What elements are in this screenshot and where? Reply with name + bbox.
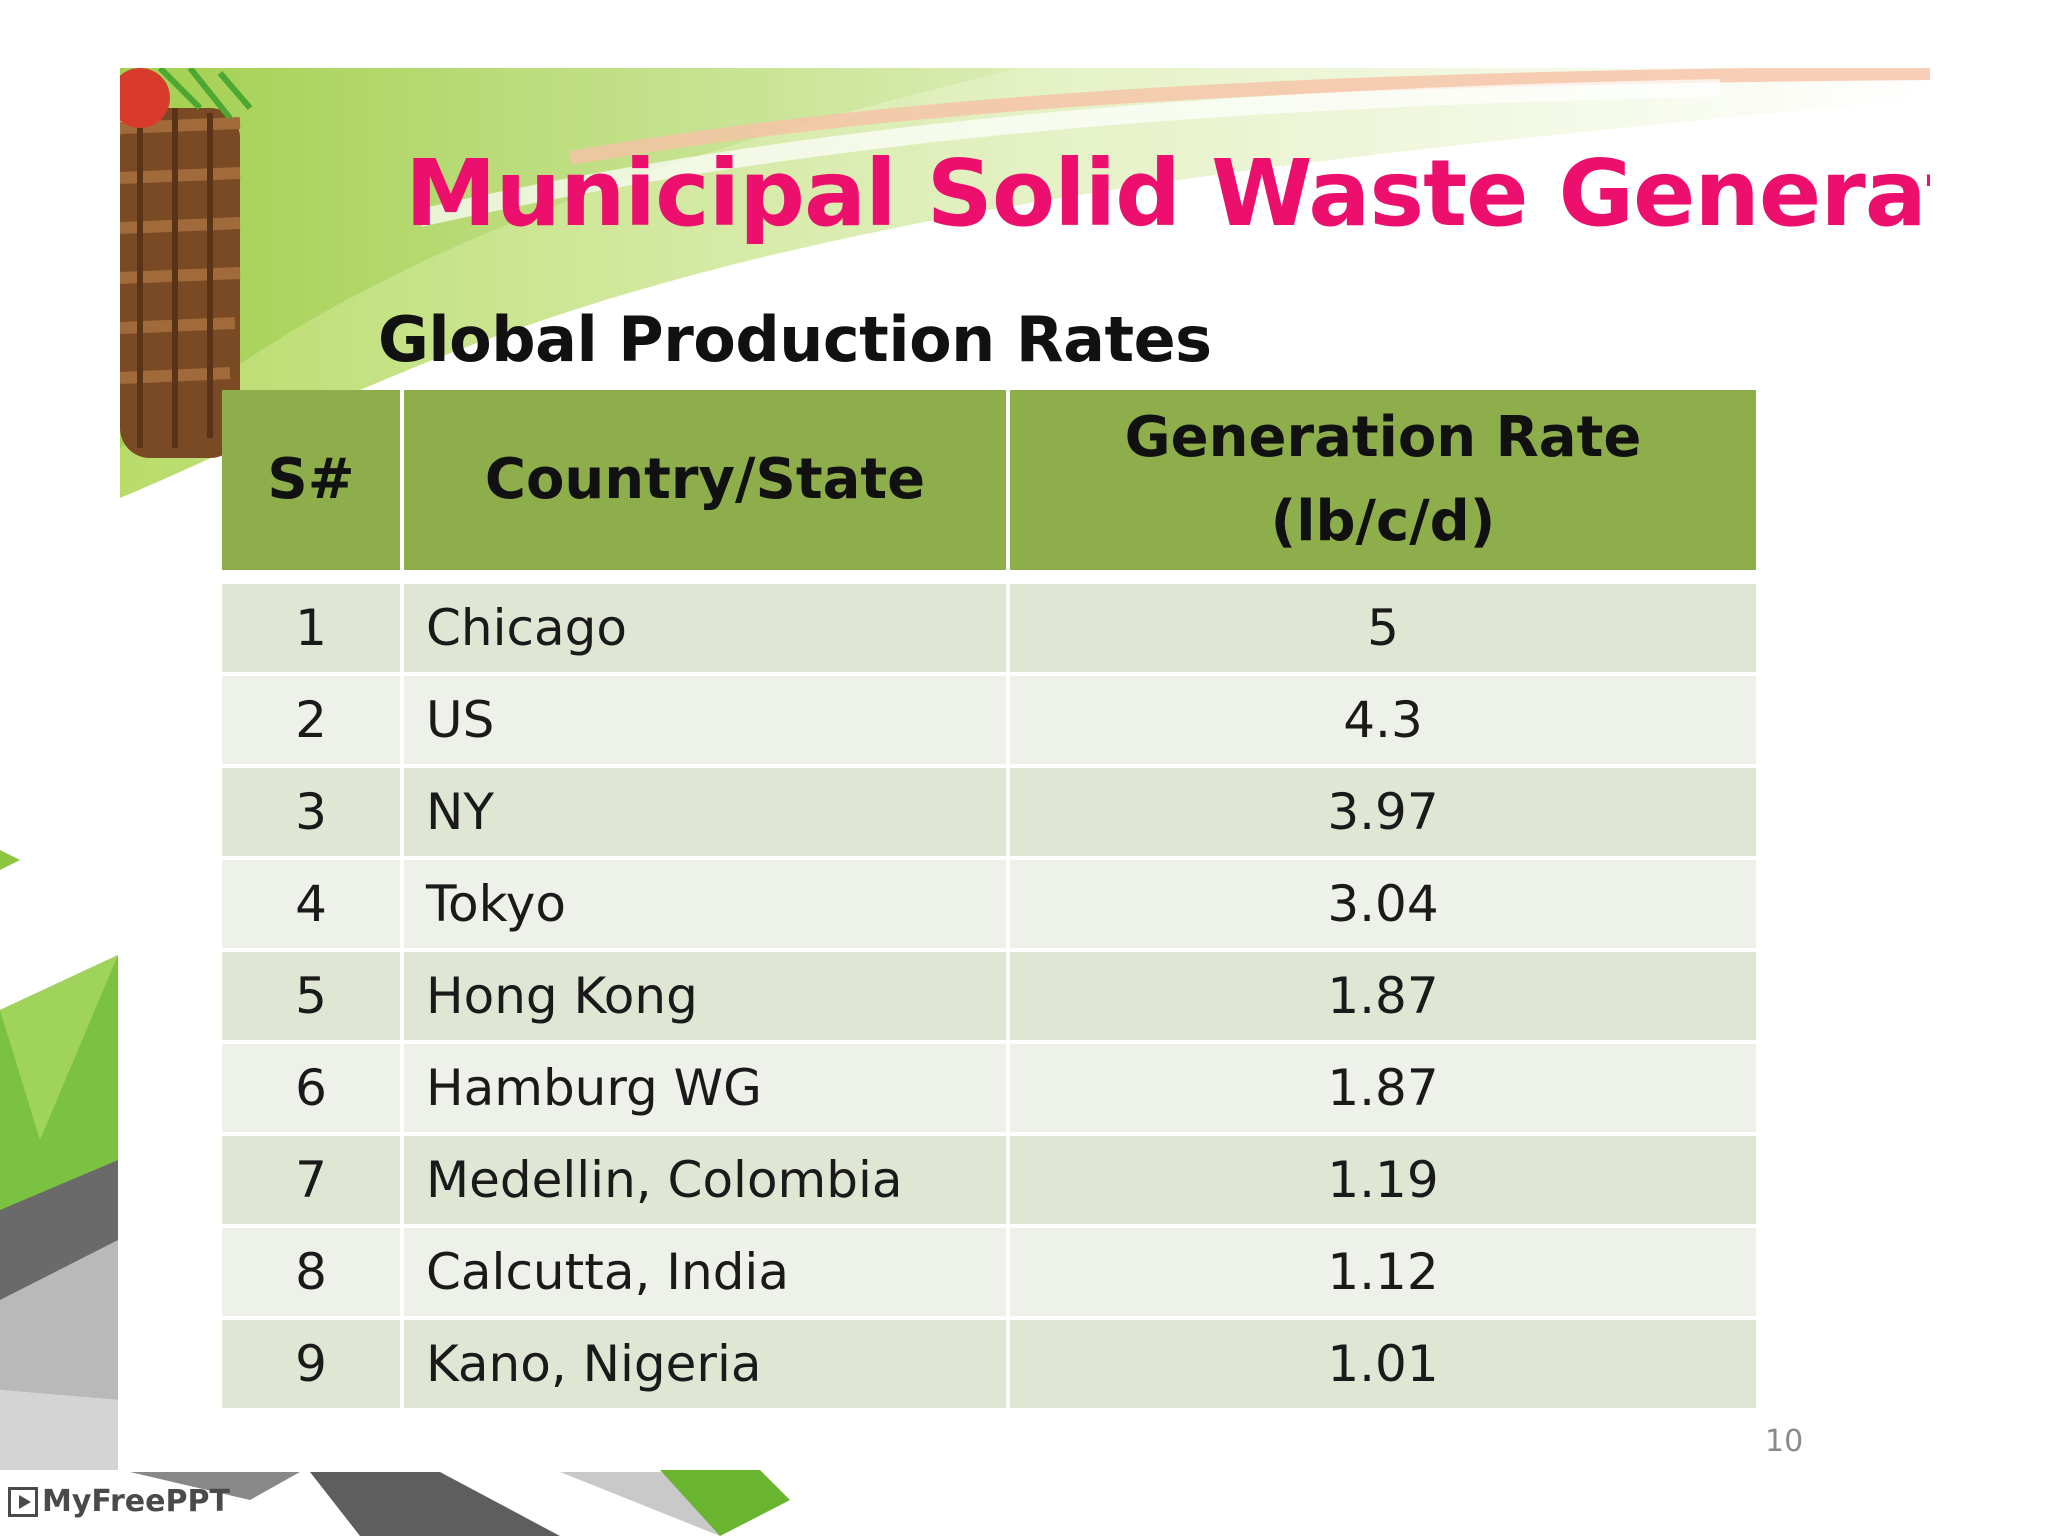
row-number: 2: [222, 676, 400, 764]
row-rate: 3.97: [1010, 768, 1756, 856]
table-row: 5 Hong Kong 1.87: [222, 952, 1756, 1040]
table-header-row: S# Country/State Generation Rate (lb/c/d…: [222, 390, 1756, 580]
row-country: Calcutta, India: [404, 1228, 1006, 1316]
header-rate-line1: Generation Rate: [1124, 405, 1642, 470]
row-rate: 3.04: [1010, 860, 1756, 948]
row-number: 5: [222, 952, 400, 1040]
row-country: Hamburg WG: [404, 1044, 1006, 1132]
row-number: 4: [222, 860, 400, 948]
header-country: Country/State: [404, 390, 1006, 580]
row-number: 7: [222, 1136, 400, 1224]
table-row: 1 Chicago 5: [222, 584, 1756, 672]
row-rate: 4.3: [1010, 676, 1756, 764]
watermark-text: MyFreePPT: [42, 1484, 230, 1519]
row-rate: 5: [1010, 584, 1756, 672]
play-icon: [8, 1486, 38, 1517]
basket-illustration: [120, 68, 253, 458]
row-country: US: [404, 676, 1006, 764]
row-number: 9: [222, 1320, 400, 1408]
row-rate: 1.87: [1010, 1044, 1756, 1132]
row-country: Chicago: [404, 584, 1006, 672]
row-rate: 1.19: [1010, 1136, 1756, 1224]
table-row: 3 NY 3.97: [222, 768, 1756, 856]
row-number: 1: [222, 584, 400, 672]
slide-header-art: [120, 68, 1930, 498]
table-row: 6 Hamburg WG 1.87: [222, 1044, 1756, 1132]
row-country: NY: [404, 768, 1006, 856]
row-number: 3: [222, 768, 400, 856]
table-row: 9 Kano, Nigeria 1.01: [222, 1320, 1756, 1408]
table-row: 8 Calcutta, India 1.12: [222, 1228, 1756, 1316]
table-row: 4 Tokyo 3.04: [222, 860, 1756, 948]
watermark-logo: MyFreePPT: [8, 1484, 230, 1519]
header-number: S#: [222, 390, 400, 580]
slide: Municipal Solid Waste Generation Global …: [120, 68, 1930, 1468]
table-row: 2 US 4.3: [222, 676, 1756, 764]
row-rate: 1.12: [1010, 1228, 1756, 1316]
slide-title: Municipal Solid Waste Generation: [405, 140, 1930, 247]
generation-rate-table: S# Country/State Generation Rate (lb/c/d…: [218, 386, 1760, 1412]
header-generation-rate: Generation Rate (lb/c/d): [1010, 390, 1756, 580]
row-country: Tokyo: [404, 860, 1006, 948]
row-number: 8: [222, 1228, 400, 1316]
header-rate-unit: (lb/c/d): [1270, 489, 1496, 554]
row-number: 6: [222, 1044, 400, 1132]
page-number: 10: [1765, 1424, 1804, 1459]
row-country: Hong Kong: [404, 952, 1006, 1040]
row-country: Kano, Nigeria: [404, 1320, 1006, 1408]
slide-subtitle: Global Production Rates: [378, 303, 1212, 376]
row-rate: 1.01: [1010, 1320, 1756, 1408]
row-country: Medellin, Colombia: [404, 1136, 1006, 1224]
row-rate: 1.87: [1010, 952, 1756, 1040]
table-row: 7 Medellin, Colombia 1.19: [222, 1136, 1756, 1224]
